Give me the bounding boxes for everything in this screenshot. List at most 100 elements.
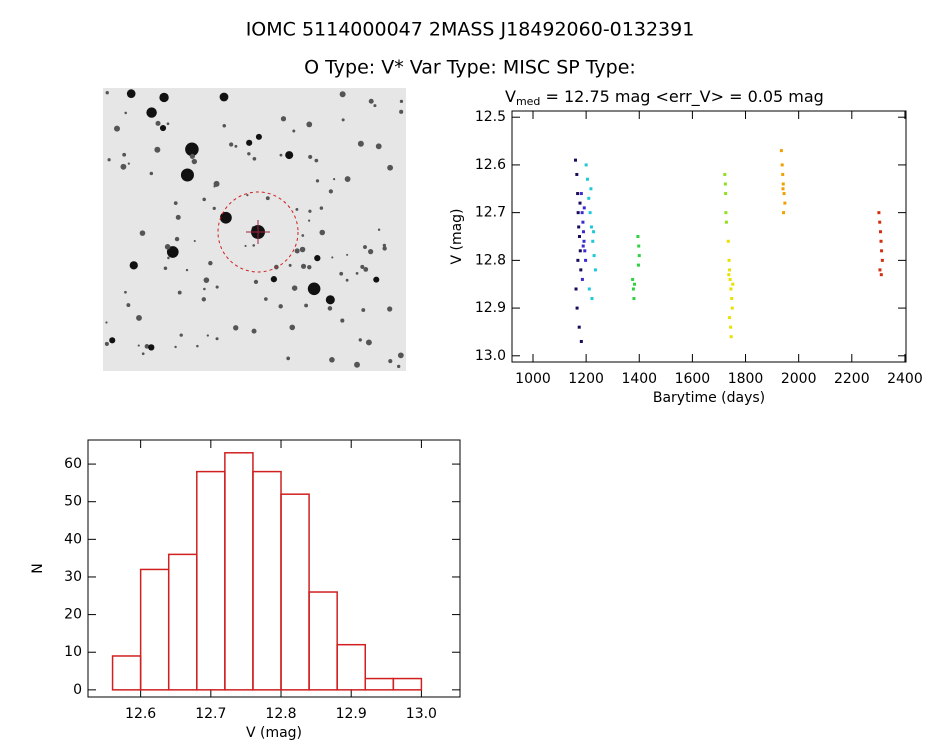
star xyxy=(203,287,206,291)
star xyxy=(363,245,367,250)
point xyxy=(637,244,641,248)
star xyxy=(163,266,168,271)
star xyxy=(166,122,170,126)
star xyxy=(177,290,182,295)
star xyxy=(365,339,372,346)
point xyxy=(579,339,583,343)
point xyxy=(730,306,734,310)
bar xyxy=(111,655,142,691)
star xyxy=(280,116,287,122)
star xyxy=(104,341,109,346)
point xyxy=(592,254,596,258)
star xyxy=(167,256,170,260)
x-tick-label: 1400 xyxy=(621,371,657,387)
star xyxy=(219,211,232,224)
bar xyxy=(308,591,338,691)
y-tick-label: 20 xyxy=(64,607,82,623)
star xyxy=(212,206,216,211)
star xyxy=(341,118,345,122)
star xyxy=(265,196,270,201)
star xyxy=(388,359,393,364)
point xyxy=(723,172,727,176)
star xyxy=(219,92,229,102)
x-axis-label: Barytime (days) xyxy=(653,390,765,406)
x-tick-label: 1200 xyxy=(568,371,604,387)
star xyxy=(126,89,136,98)
star xyxy=(325,295,335,305)
point xyxy=(729,287,733,291)
point xyxy=(587,287,591,291)
star xyxy=(286,356,291,361)
y-tick-label: 12.9 xyxy=(475,300,506,316)
point xyxy=(637,254,641,258)
star xyxy=(291,285,298,291)
star xyxy=(289,324,296,331)
star xyxy=(340,318,345,323)
x-tick-label: 1000 xyxy=(515,371,551,387)
point xyxy=(879,239,883,243)
point xyxy=(591,239,595,243)
point xyxy=(578,201,582,205)
point xyxy=(583,249,587,253)
point xyxy=(590,297,594,301)
point xyxy=(724,192,728,196)
point xyxy=(782,211,786,215)
point xyxy=(587,196,591,200)
point xyxy=(582,206,586,210)
star xyxy=(397,364,401,369)
point xyxy=(582,239,586,243)
star xyxy=(397,352,404,359)
star xyxy=(319,206,324,210)
point xyxy=(631,287,635,291)
point xyxy=(783,201,787,205)
y-axis-label: N xyxy=(30,563,46,573)
y-tick-label: 12.6 xyxy=(475,157,506,173)
y-tick-label: 12.5 xyxy=(475,109,506,125)
star xyxy=(159,124,167,132)
y-tick-label: 30 xyxy=(64,569,82,585)
star xyxy=(292,129,296,133)
title-part: med xyxy=(516,95,540,108)
star xyxy=(127,162,130,165)
star xyxy=(264,297,268,301)
point xyxy=(592,230,596,234)
point xyxy=(576,192,580,196)
star xyxy=(203,277,210,283)
title-part: = 12.75 mag <err_V> = 0.05 mag xyxy=(540,87,823,107)
star xyxy=(278,304,283,309)
x-tick-label: 1600 xyxy=(675,371,711,387)
point xyxy=(781,172,785,176)
point xyxy=(631,277,635,281)
star xyxy=(137,344,140,347)
star xyxy=(253,279,259,284)
star xyxy=(368,249,374,255)
star xyxy=(344,176,351,182)
x-tick-label: 2200 xyxy=(834,371,870,387)
x-tick-label: 1800 xyxy=(728,371,764,387)
x-tick-label: 13.0 xyxy=(406,706,437,722)
star xyxy=(141,352,145,356)
y-tick-label: 60 xyxy=(64,456,82,472)
stars xyxy=(104,89,404,369)
star xyxy=(361,308,366,312)
point xyxy=(781,182,785,186)
point xyxy=(580,211,584,215)
aperture xyxy=(217,191,299,273)
star xyxy=(164,244,171,250)
star xyxy=(247,152,251,156)
star xyxy=(222,124,227,128)
star xyxy=(295,207,299,211)
star xyxy=(304,303,309,308)
star xyxy=(208,260,213,266)
x-tick-label: 2000 xyxy=(781,371,817,387)
point xyxy=(779,149,783,153)
star xyxy=(357,140,364,147)
point xyxy=(878,268,882,272)
star xyxy=(136,314,142,321)
star xyxy=(399,99,404,104)
star xyxy=(252,244,256,247)
point xyxy=(729,325,733,329)
star xyxy=(139,230,146,236)
star xyxy=(185,268,189,272)
point xyxy=(574,287,578,291)
